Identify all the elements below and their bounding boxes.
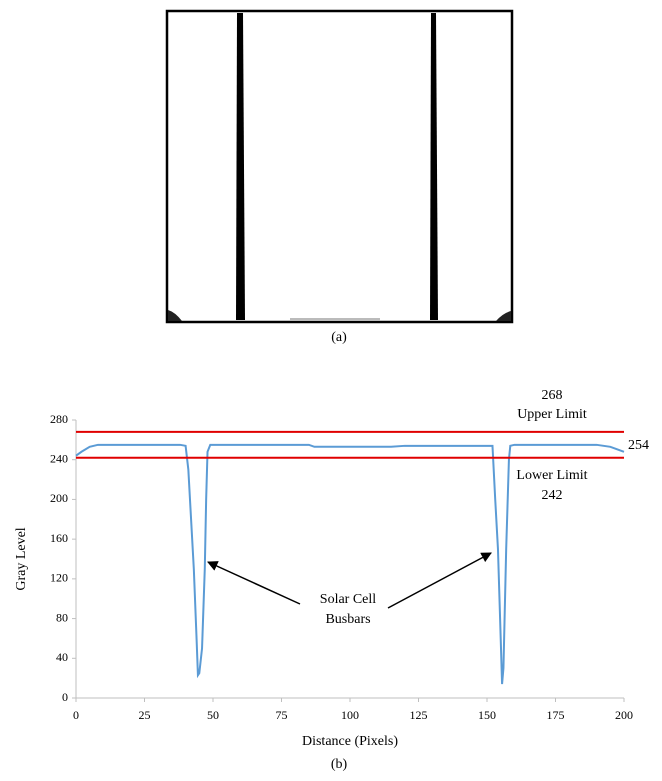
arrow (208, 562, 300, 604)
annotation: 254 (628, 438, 649, 453)
x-tick-label: 150 (478, 708, 496, 722)
limit-label: Upper Limit (517, 407, 587, 422)
y-tick-label: 0 (62, 690, 68, 704)
x-tick-label: 175 (547, 708, 565, 722)
x-tick-label: 75 (276, 708, 288, 722)
chart: 0 40 80 120 160 200 240 280 0 25 50 75 100 125 150 175 2… (14, 388, 649, 749)
y-tick-label: 200 (50, 491, 68, 505)
figure: (a) (b) 0 40 80 120 160 200 240 280 0 25 50 75 100 12… (0, 0, 662, 776)
limit-value: 268 (542, 388, 563, 403)
limit-label: Lower Limit (516, 468, 587, 483)
y-tick-label: 240 (50, 451, 68, 465)
x-tick-label: 50 (207, 708, 219, 722)
x-tick-label: 25 (139, 708, 151, 722)
x-axis-label: Distance (Pixels) (302, 734, 398, 749)
annotation: Solar Cell (320, 592, 376, 607)
annotation: Busbars (325, 612, 370, 627)
image-frame (167, 11, 512, 322)
y-tick-label: 280 (50, 412, 68, 426)
limit-value: 242 (542, 488, 563, 503)
arrow (388, 553, 491, 608)
x-tick-label: 0 (73, 708, 79, 722)
solar-cell-image (167, 11, 512, 322)
x-tick-label: 200 (615, 708, 633, 722)
y-tick-label: 40 (56, 650, 68, 664)
y-axis-label: Gray Level (14, 527, 29, 590)
x-tick-label: 125 (410, 708, 428, 722)
caption: (b) (331, 757, 348, 772)
y-tick-label: 120 (50, 571, 68, 585)
caption: (a) (331, 330, 347, 345)
y-tick-label: 160 (50, 531, 68, 545)
y-tick-label: 80 (56, 610, 68, 624)
x-tick-label: 100 (341, 708, 359, 722)
edge-shade (290, 318, 380, 321)
